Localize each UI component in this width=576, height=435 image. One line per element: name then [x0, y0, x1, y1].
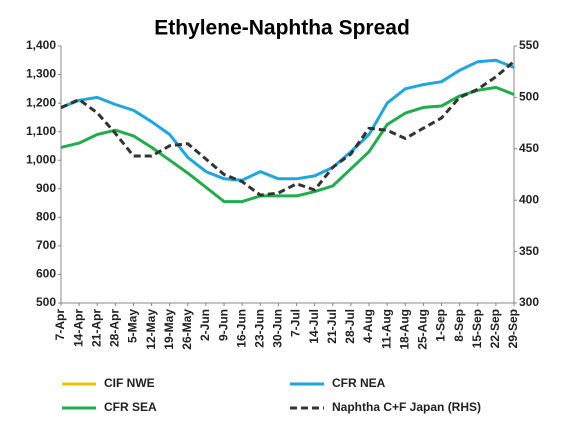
x-tick-label: 1-Sep — [434, 309, 448, 342]
y2-tick-label: 400 — [519, 192, 539, 206]
y-tick-label: 1,300 — [26, 67, 56, 81]
x-tick-label: 25-Aug — [416, 309, 430, 350]
legend-label: CFR SEA — [104, 400, 157, 414]
y-tick-label: 500 — [36, 295, 56, 309]
x-tick-label: 4-Aug — [361, 309, 375, 343]
x-tick-label: 26-May — [180, 309, 194, 350]
series-line — [60, 60, 515, 197]
y-tick-label: 700 — [36, 238, 56, 252]
y-tick-label: 900 — [36, 181, 56, 195]
x-tick-label: 30-Jun — [271, 309, 285, 348]
series-line — [60, 85, 515, 204]
legend-label: CIF NWE — [104, 376, 155, 390]
y2-tick-label: 350 — [519, 244, 539, 258]
y2-tick-label: 550 — [519, 38, 539, 52]
y2-tick-label: 300 — [519, 295, 539, 309]
x-tick-label: 9-Jun — [216, 309, 230, 341]
y-tick-label: 1,000 — [26, 152, 56, 166]
x-tick-label: 14-Apr — [71, 309, 85, 347]
x-tick-label: 28-Apr — [108, 309, 122, 347]
x-tick-label: 23-Jun — [252, 309, 266, 348]
x-tick-label: 11-Aug — [379, 309, 393, 349]
x-tick-label: 29-Sep — [506, 309, 520, 348]
x-tick-label: 5-May — [126, 309, 140, 343]
y2-tick-label: 450 — [519, 141, 539, 155]
chart-title: Ethylene-Naphtha Spread — [154, 17, 410, 40]
x-tick-label: 2-Jun — [198, 309, 212, 341]
y-tick-label: 1,400 — [26, 38, 56, 52]
x-tick-label: 19-May — [162, 309, 176, 350]
x-tick-label: 21-Apr — [89, 309, 103, 347]
series-line — [60, 58, 515, 182]
y-tick-label: 1,200 — [26, 95, 56, 109]
x-tick-label: 18-Aug — [397, 309, 411, 350]
x-tick-label: 12-May — [144, 309, 158, 350]
x-tick-label: 21-Jul — [325, 309, 339, 344]
y-tick-label: 800 — [36, 210, 56, 224]
legend-label: Naphtha C+F Japan (RHS) — [332, 400, 481, 414]
x-tick-label: 22-Sep — [488, 309, 502, 348]
x-tick-label: 15-Sep — [470, 309, 484, 348]
y-tick-label: 1,100 — [26, 124, 56, 138]
x-tick-label: 14-Jul — [307, 309, 321, 344]
x-tick-label: 8-Sep — [452, 309, 466, 342]
x-tick-label: 16-Jun — [234, 309, 248, 348]
x-tick-label: 7-Apr — [53, 309, 67, 341]
x-tick-label: 28-Jul — [343, 309, 357, 344]
y2-tick-label: 500 — [519, 90, 539, 104]
y-tick-label: 600 — [36, 267, 56, 281]
x-tick-label: 7-Jul — [289, 309, 303, 337]
legend-label: CFR NEA — [332, 376, 386, 390]
